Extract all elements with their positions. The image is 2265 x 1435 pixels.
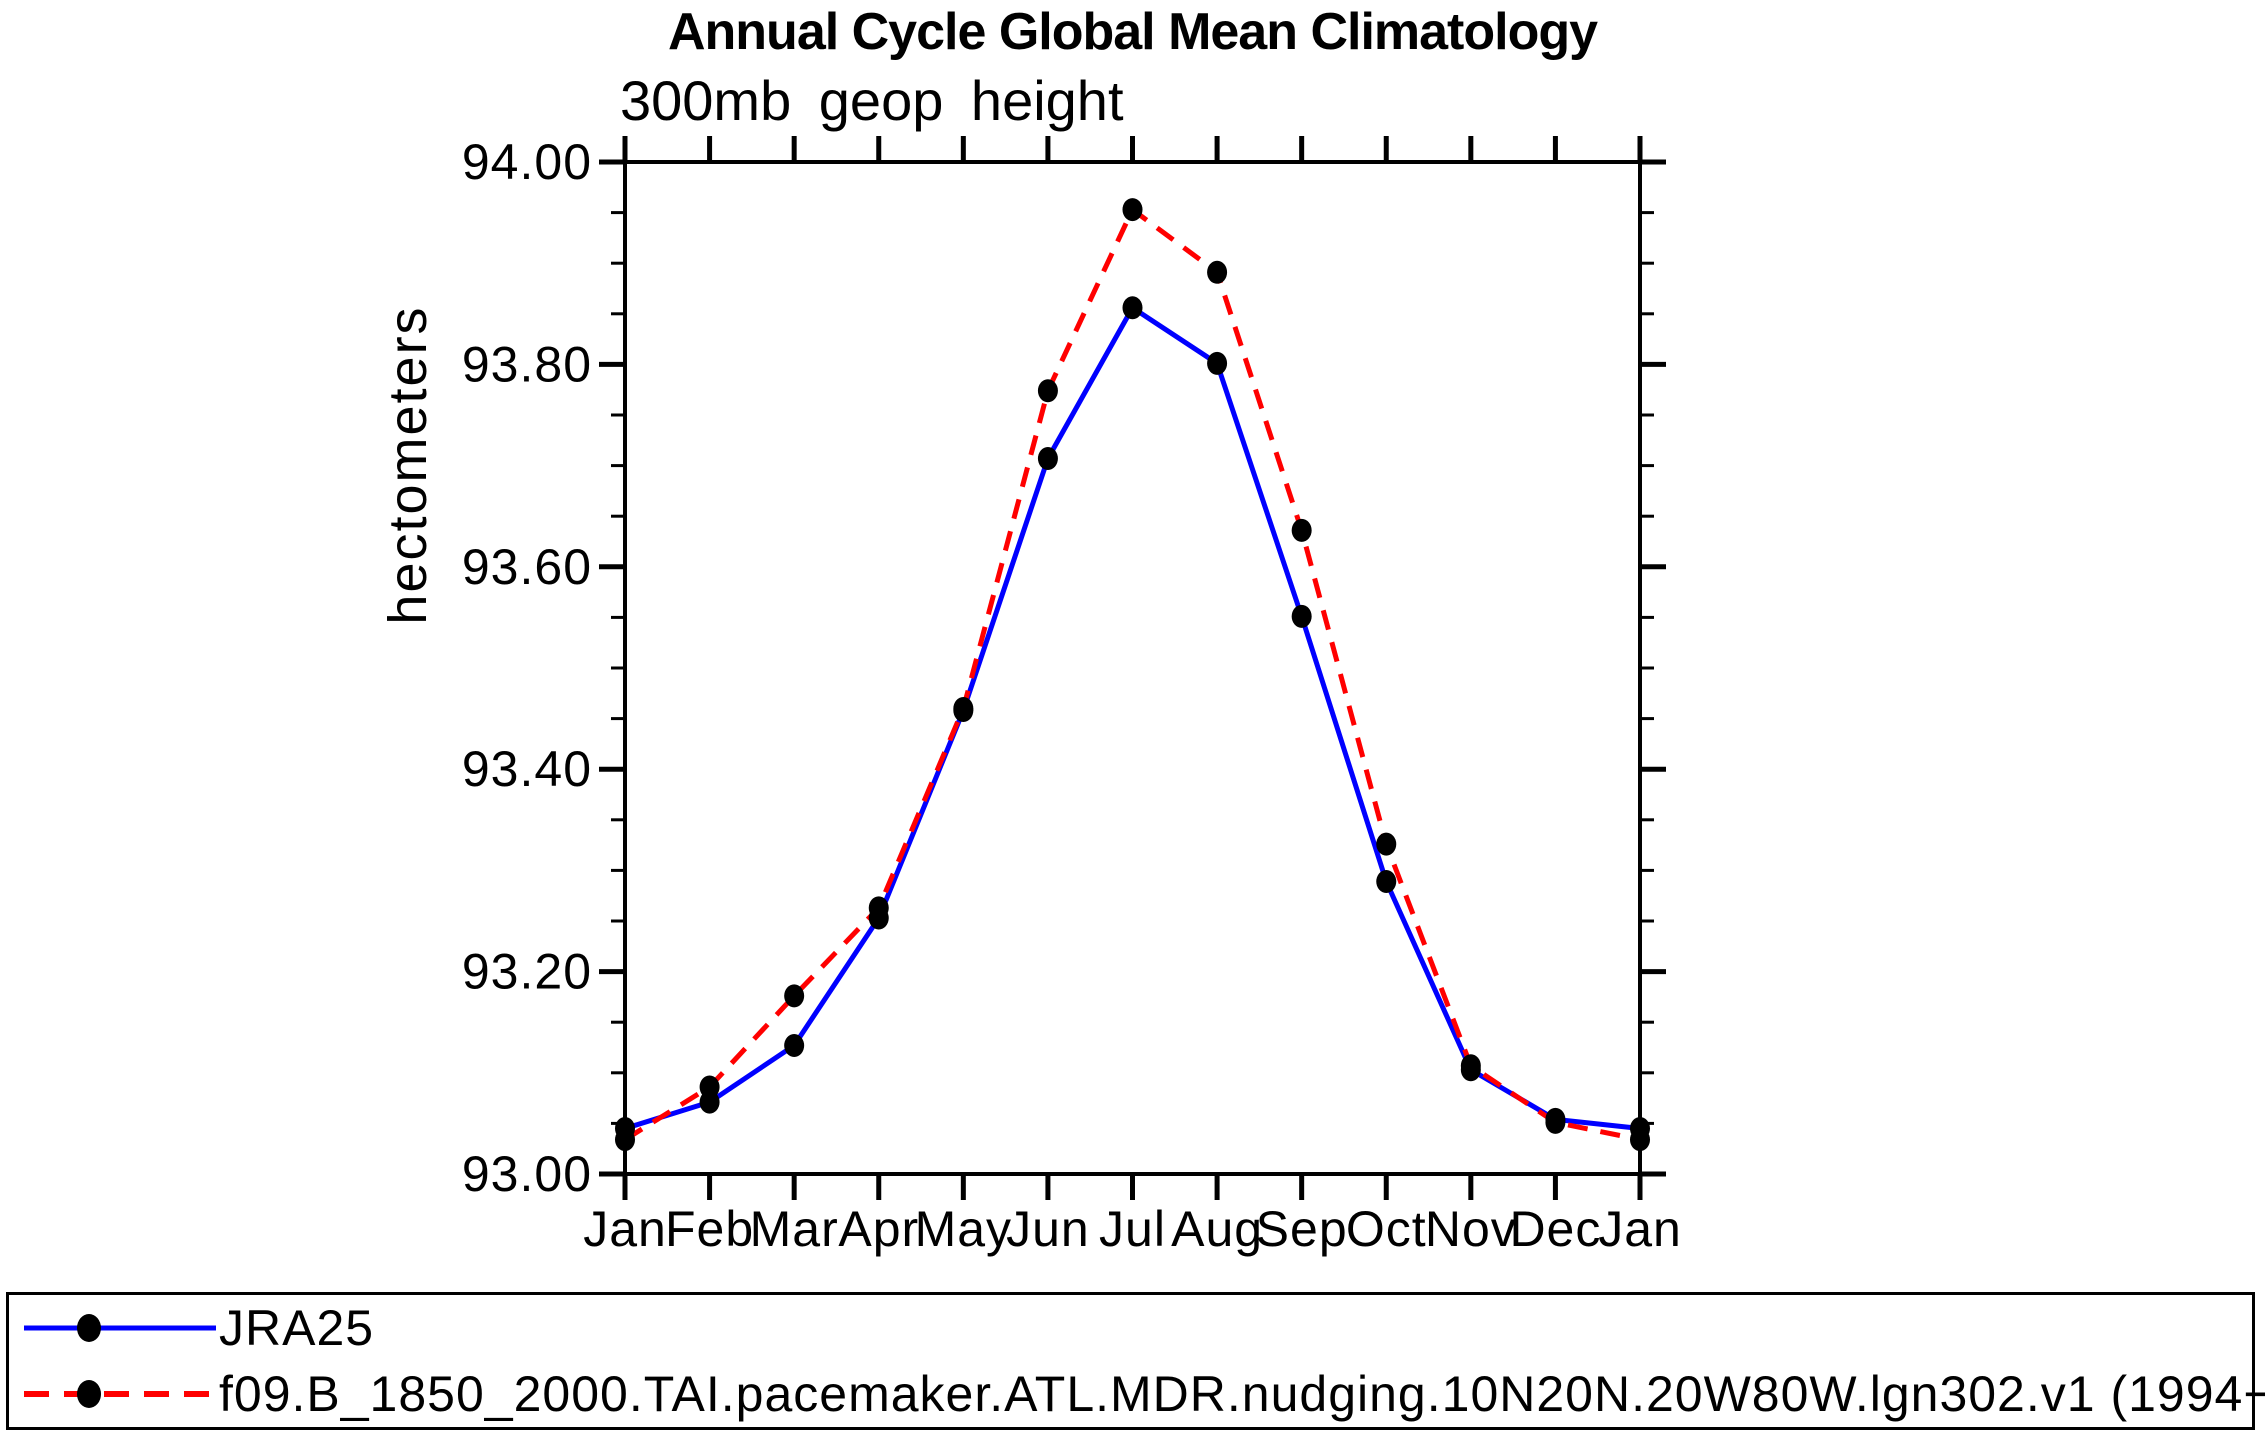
data-point-marker (1207, 260, 1228, 284)
y-tick-label: 93.80 (462, 336, 592, 392)
data-point-marker (615, 1128, 635, 1152)
data-point-marker (1460, 1054, 1481, 1078)
x-tick-label: Jan (1598, 1201, 1682, 1257)
data-point-marker (953, 696, 974, 720)
x-tick-label: Feb (665, 1201, 754, 1257)
legend-item-model: f09.B_1850_2000.TAI.pacemaker.ATL.MDR.nu… (23, 1363, 2265, 1425)
data-point-marker (1037, 379, 1058, 403)
x-tick-label: Jan (583, 1201, 667, 1257)
x-tick-label: May (915, 1201, 1012, 1257)
data-point-marker (784, 984, 805, 1008)
x-tick-label: Jun (1006, 1201, 1090, 1257)
x-tick-label: Mar (750, 1201, 839, 1257)
legend-label-model: f09.B_1850_2000.TAI.pacemaker.ATL.MDR.nu… (219, 1366, 2265, 1422)
y-tick-labels: 93.00 93.20 93.40 93.60 93.80 94.00 (462, 134, 592, 1202)
legend-box: JRA25 f09.B_1850_2000.TAI.pacemaker.ATL.… (6, 1292, 2265, 1430)
legend-item-jra25: JRA25 (23, 1297, 2252, 1359)
chart-subtitle: 300mb geop height (620, 69, 1124, 132)
data-point-marker (1122, 198, 1143, 222)
series-line-model (623, 207, 1641, 1143)
y-tick-label: 93.20 (462, 944, 592, 1000)
data-point-marker (784, 1033, 805, 1057)
legend-label-jra25: JRA25 (219, 1300, 375, 1356)
x-tick-label: Sep (1256, 1201, 1348, 1257)
x-tick-label: Dec (1509, 1201, 1601, 1257)
legend-line-sample-dashed (24, 1380, 216, 1408)
legend-line-sample-solid (24, 1314, 216, 1342)
series-line-jra25 (624, 305, 1641, 1131)
y-tick-label: 94.00 (462, 134, 592, 190)
data-point-marker (1630, 1128, 1650, 1152)
axis-ticks (599, 136, 1666, 1200)
y-axis-label: hectometers (378, 305, 438, 625)
data-point-marker (1291, 518, 1312, 542)
y-tick-label: 93.60 (462, 539, 592, 595)
data-point-marker (1207, 351, 1228, 375)
x-tick-label: Aug (1171, 1201, 1263, 1257)
x-tick-label: Oct (1346, 1201, 1427, 1257)
data-point-marker (1376, 832, 1397, 856)
x-tick-label: Apr (838, 1201, 919, 1257)
data-point-marker (1376, 870, 1397, 894)
y-tick-label: 93.40 (462, 741, 592, 797)
chart-title: Annual Cycle Global Mean Climatology (667, 3, 1598, 61)
data-point-marker (868, 896, 889, 920)
data-point-marker (1122, 296, 1143, 320)
legend-marker-dot (77, 1314, 101, 1342)
data-point-marker (1545, 1110, 1566, 1134)
legend-marker-dot (77, 1380, 101, 1408)
data-point-marker (1037, 447, 1058, 471)
x-tick-label: Jul (1099, 1201, 1166, 1257)
data-point-marker (1291, 604, 1312, 628)
data-point-markers (615, 198, 1650, 1152)
y-tick-label: 93.00 (462, 1146, 592, 1202)
x-tick-label: Nov (1425, 1201, 1517, 1257)
data-point-marker (699, 1075, 720, 1099)
